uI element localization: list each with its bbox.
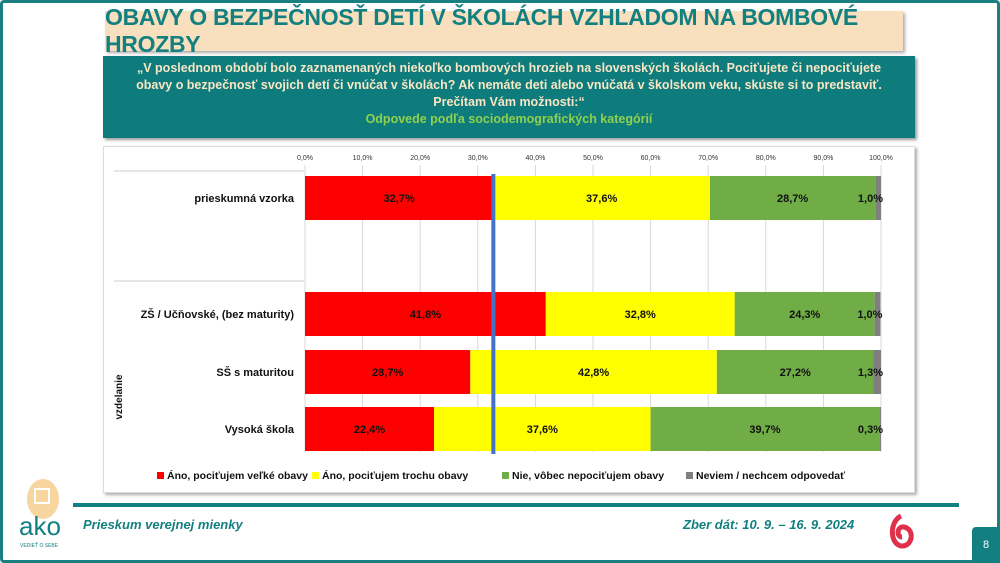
bar-segment	[493, 176, 710, 220]
tick-label: 60,0%	[641, 155, 661, 162]
bar-segment	[716, 350, 874, 394]
tick-label: 50,0%	[583, 155, 603, 162]
bar-segment	[879, 407, 881, 451]
tick-label: 20,0%	[410, 155, 430, 162]
data-label: 0,3%	[858, 424, 883, 436]
chart: 0,0% 10,0% 20,0% 30,0% 40,0% 50,0% 60,0% 70,0% 8…	[103, 146, 915, 493]
data-label: 37,6%	[586, 193, 617, 205]
question-box: „V poslednom období bolo zaznamenaných n…	[103, 56, 915, 138]
data-label: 1,3%	[858, 367, 883, 379]
category-label: SŠ s maturitou	[216, 366, 294, 379]
svg-text:ako: ako	[19, 511, 61, 541]
bar-segment	[874, 292, 881, 336]
bar-segment	[305, 176, 494, 220]
bar-segment	[305, 292, 546, 336]
footer-left: Prieskum verejnej mienky	[83, 517, 243, 532]
bar-segment	[650, 407, 880, 451]
data-label: 27,2%	[780, 367, 811, 379]
data-label: 32,7%	[384, 193, 415, 205]
legend-label: Nie, vôbec nepociťujem obavy	[512, 470, 664, 482]
reference-line	[491, 174, 496, 454]
data-label: 24,3%	[789, 309, 820, 321]
bar-segment	[545, 292, 735, 336]
data-label: 1,0%	[858, 193, 883, 205]
svg-text:VEDIEŤ O SEBE: VEDIEŤ O SEBE	[20, 541, 59, 549]
tick-label: 10,0%	[353, 155, 373, 162]
tick-label: 80,0%	[756, 155, 776, 162]
legend-label: Áno, pociťujem trochu obavy	[322, 469, 468, 482]
page-number: 8	[972, 527, 1000, 563]
bar-segment	[305, 350, 471, 394]
chart-svg: 0,0% 10,0% 20,0% 30,0% 40,0% 50,0% 60,0% 70,0% 8…	[114, 155, 893, 482]
footer-date: Zber dát: 10. 9. – 16. 9. 2024	[683, 517, 855, 532]
data-label: 28,7%	[372, 367, 403, 379]
data-label: 41,8%	[410, 309, 441, 321]
legend-swatch	[312, 472, 319, 479]
ako-logo: ako VEDIEŤ O SEBE	[15, 477, 75, 552]
category-label: Vysoká škola	[225, 424, 295, 436]
data-label: 32,8%	[625, 309, 656, 321]
data-label: 37,6%	[527, 424, 558, 436]
tick-label: 40,0%	[525, 155, 545, 162]
bar-segment	[434, 407, 651, 451]
category-label: ZŠ / Učňovské, (bez maturity)	[141, 308, 295, 321]
data-label: 1,0%	[857, 309, 882, 321]
tick-label: 0,0%	[297, 155, 313, 162]
tick-label: 70,0%	[698, 155, 718, 162]
subtitle: Odpovede podľa sociodemografických kateg…	[365, 112, 653, 126]
bar-segment	[470, 350, 717, 394]
bar-segment	[875, 176, 881, 220]
page-title: OBAVY O BEZPEČNOSŤ DETÍ V ŠKOLÁCH VZHĽAD…	[105, 4, 903, 57]
group-label: vzdelanie	[114, 374, 125, 419]
legend-swatch	[686, 472, 693, 479]
data-label: 39,7%	[749, 424, 780, 436]
footer-divider	[73, 503, 959, 507]
bar-segment	[709, 176, 876, 220]
spiral-logo-icon	[886, 513, 916, 554]
question-text: „V poslednom období bolo zaznamenaných n…	[136, 61, 882, 109]
data-label: 42,8%	[578, 367, 609, 379]
bar-segment	[305, 407, 435, 451]
legend-label: Neviem / nechcem odpovedať	[696, 470, 846, 482]
legend-label: Áno, pociťujem veľké obavy	[167, 469, 308, 482]
legend-swatch	[502, 472, 509, 479]
tick-label: 100,0%	[869, 155, 893, 162]
bar-segment	[734, 292, 875, 336]
category-label: prieskumná vzorka	[194, 193, 295, 205]
bar-segment	[873, 350, 881, 394]
tick-label: 90,0%	[813, 155, 833, 162]
tick-label: 30,0%	[468, 155, 488, 162]
legend-swatch	[157, 472, 164, 479]
data-label: 22,4%	[354, 424, 385, 436]
data-label: 28,7%	[777, 193, 808, 205]
